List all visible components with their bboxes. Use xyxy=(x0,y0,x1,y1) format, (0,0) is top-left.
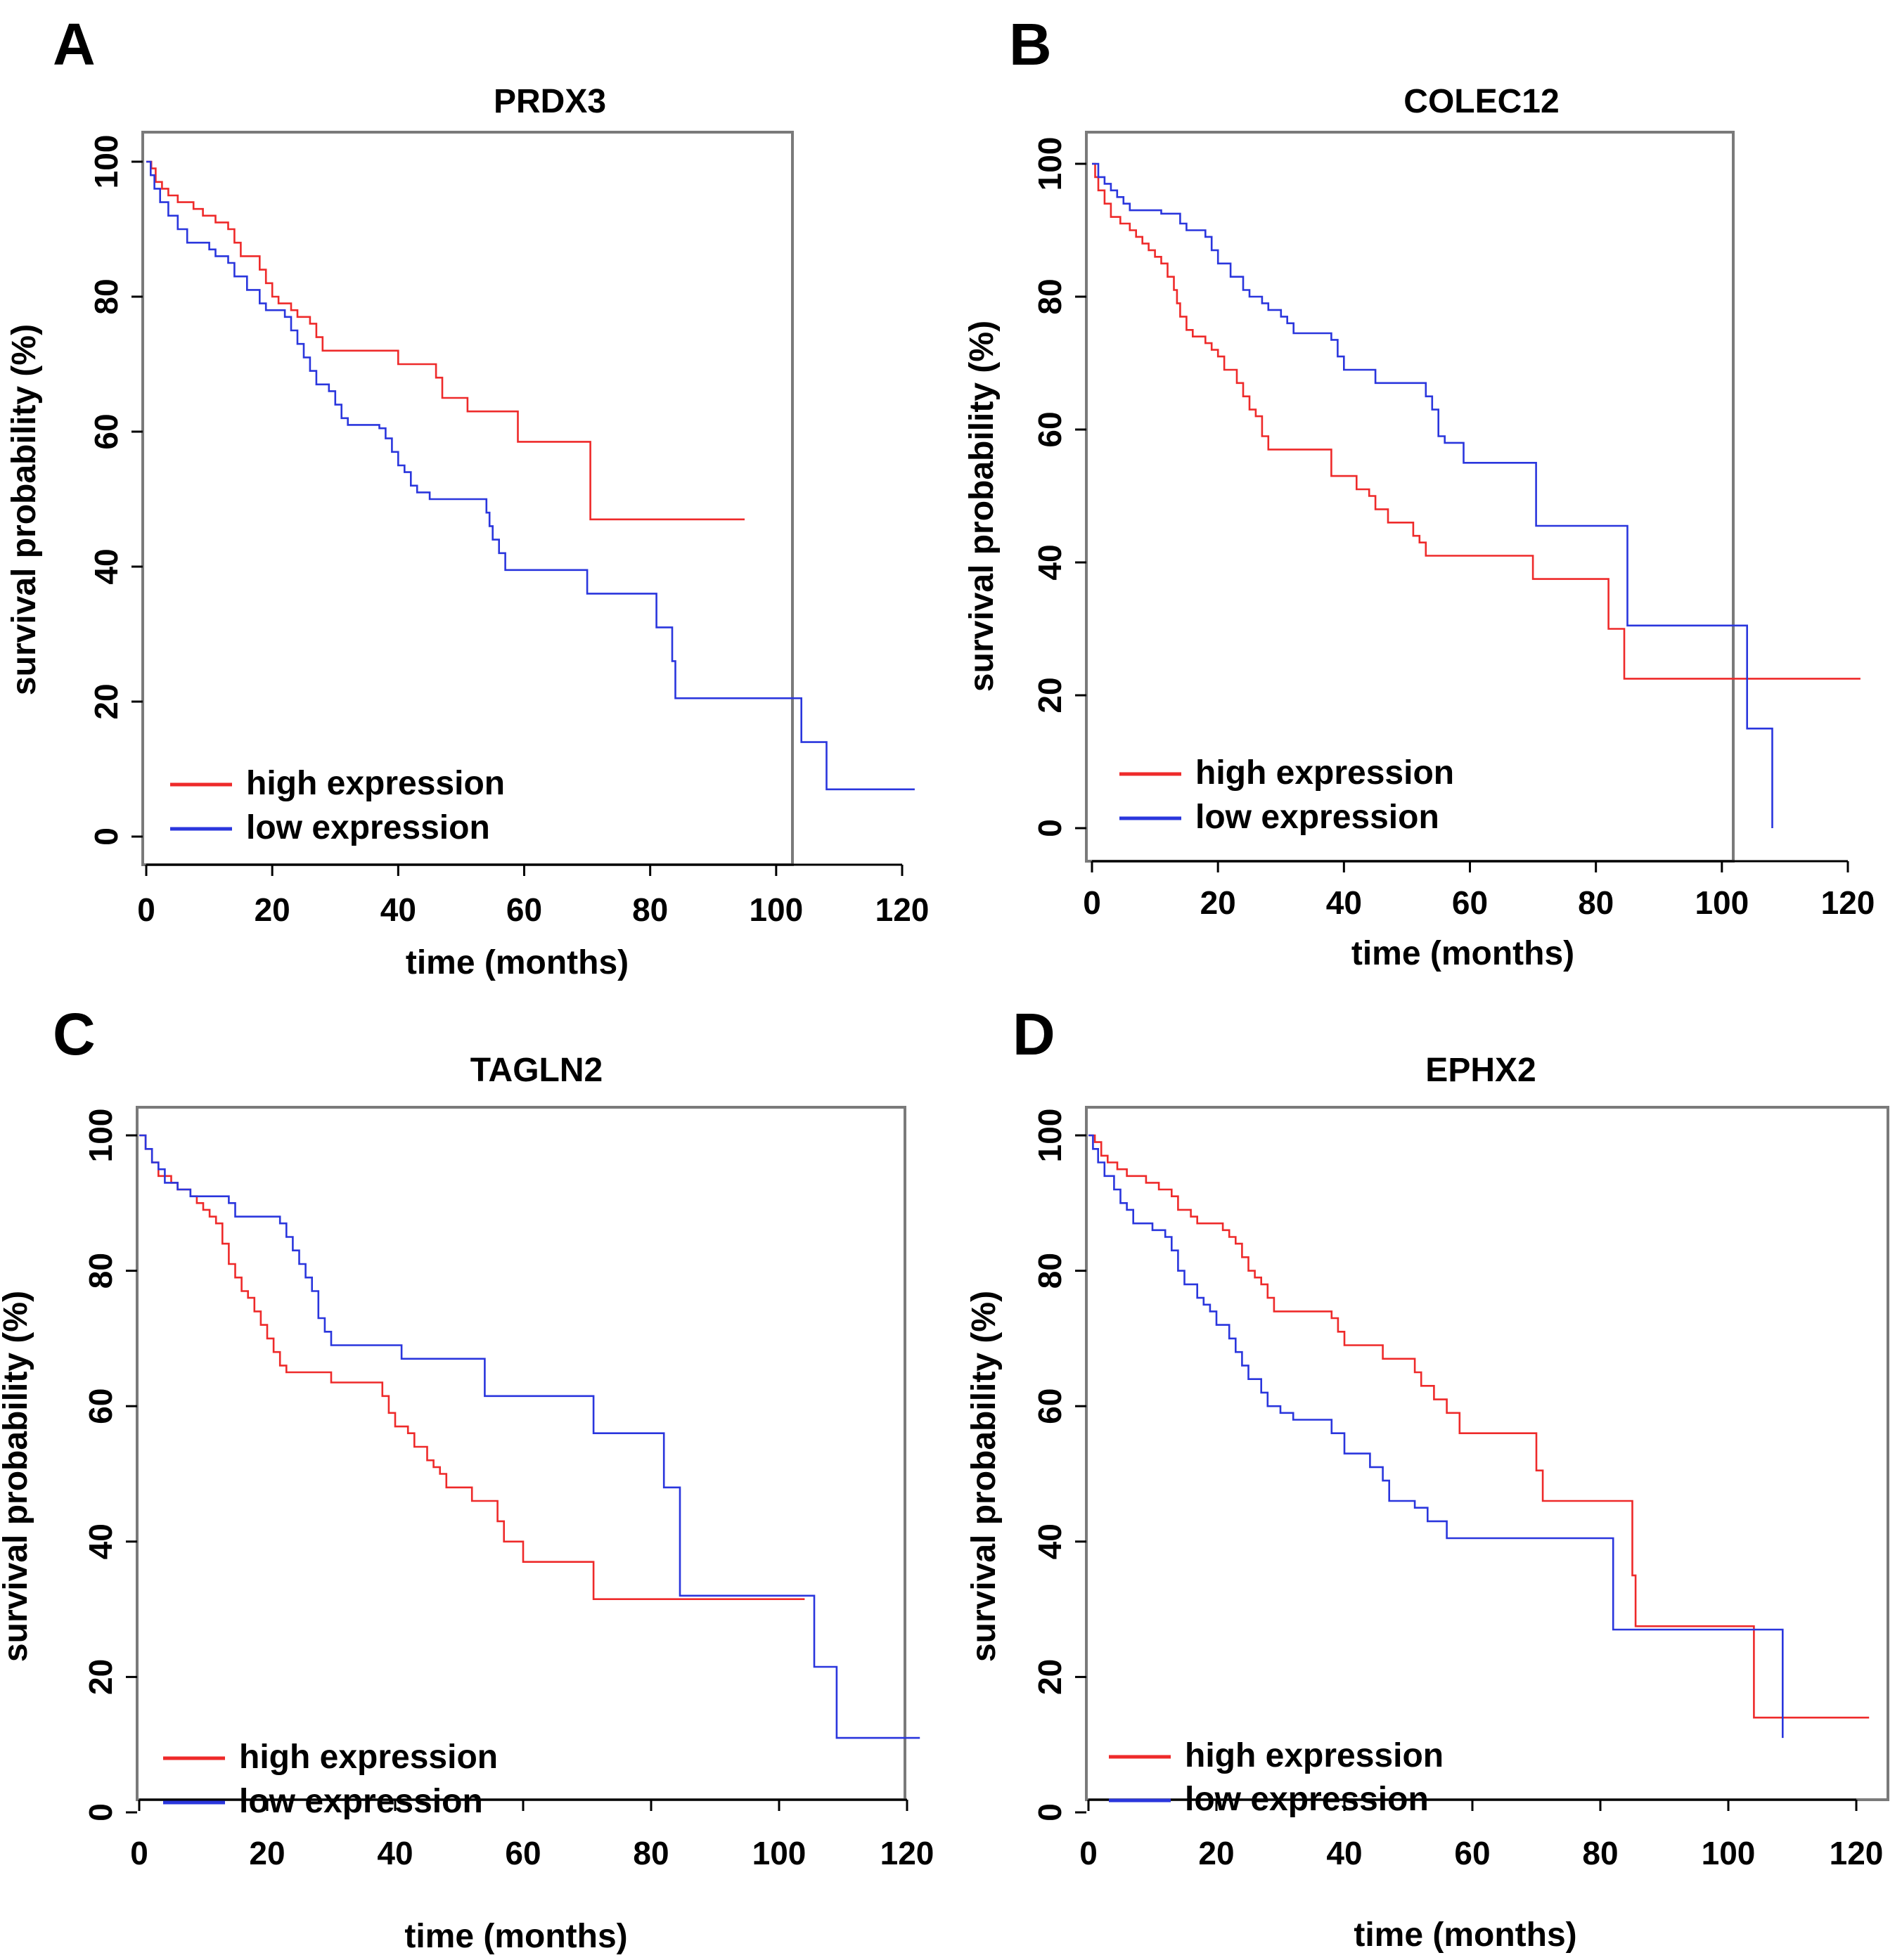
y-tick-label: 0 xyxy=(1032,1803,1068,1822)
x-tick-label: 40 xyxy=(377,1835,413,1871)
x-tick-label: 60 xyxy=(506,891,542,928)
y-axis-label: survival probability (%) xyxy=(0,1291,34,1662)
y-tick-label: 40 xyxy=(1032,544,1068,580)
legend-label-high: high expression xyxy=(246,765,505,802)
legend-label-high: high expression xyxy=(239,1739,498,1776)
plot-frame xyxy=(1085,131,1735,863)
series-line-low xyxy=(1088,1134,1784,1739)
panel-letter: A xyxy=(53,11,96,77)
plot-frame xyxy=(1085,1106,1889,1801)
legend-label-low: low expression xyxy=(239,1783,483,1820)
series-line-high xyxy=(146,160,745,521)
y-tick-label: 80 xyxy=(88,278,124,314)
x-tick-label: 100 xyxy=(749,891,803,928)
x-tick-label: 20 xyxy=(255,891,290,928)
panel-d: D EPHX2 0 20 40 60 80 100 120 0 20 40 60 80 100 time (m… xyxy=(965,1001,1889,1954)
x-tick-label: 120 xyxy=(875,891,930,928)
x-tick-label: 0 xyxy=(130,1835,148,1871)
x-tick-label: 0 xyxy=(1079,1835,1098,1871)
x-axis-label: time (months) xyxy=(1354,1916,1576,1954)
y-tick-label: 100 xyxy=(82,1109,119,1163)
y-tick-label: 20 xyxy=(1032,1659,1068,1695)
plot-frame xyxy=(136,1106,906,1801)
y-tick-label: 80 xyxy=(82,1253,119,1289)
x-tick-label: 100 xyxy=(752,1835,807,1871)
x-tick-label: 80 xyxy=(632,891,668,928)
y-tick-label: 40 xyxy=(82,1523,119,1559)
x-axis-label: time (months) xyxy=(1351,935,1574,972)
x-tick-label: 20 xyxy=(249,1835,285,1871)
x-tick-label: 60 xyxy=(505,1835,541,1871)
x-tick-label: 80 xyxy=(1582,1835,1618,1871)
y-tick-label: 60 xyxy=(1032,1388,1068,1424)
series-line-high xyxy=(1092,162,1861,680)
y-axis-label: survival probability (%) xyxy=(963,321,1001,692)
x-tick-label: 60 xyxy=(1452,884,1488,921)
x-tick-label: 0 xyxy=(1083,884,1101,921)
series-line-high xyxy=(1088,1134,1870,1719)
x-tick-label: 80 xyxy=(633,1835,669,1871)
y-tick-label: 20 xyxy=(1032,677,1068,713)
y-tick-label: 100 xyxy=(88,135,124,189)
x-tick-label: 100 xyxy=(1695,884,1749,921)
chart-title: TAGLN2 xyxy=(470,1052,603,1089)
x-tick-label: 100 xyxy=(1702,1835,1756,1871)
series-line-low xyxy=(139,1134,920,1739)
x-tick-label: 40 xyxy=(380,891,416,928)
legend-label-low: low expression xyxy=(1185,1781,1429,1818)
x-tick-label: 40 xyxy=(1326,1835,1362,1871)
y-tick-label: 0 xyxy=(88,827,124,846)
legend-label-low: low expression xyxy=(246,809,490,846)
panel-letter: B xyxy=(1009,11,1052,77)
x-tick-label: 120 xyxy=(880,1835,934,1871)
series-line-low xyxy=(1092,162,1773,828)
chart-title: COLEC12 xyxy=(1403,83,1559,120)
x-tick-label: 20 xyxy=(1200,884,1236,921)
x-tick-label: 20 xyxy=(1198,1835,1234,1871)
x-axis-label: time (months) xyxy=(406,944,629,981)
x-tick-label: 120 xyxy=(1830,1835,1884,1871)
chart-title: PRDX3 xyxy=(494,83,606,120)
x-tick-label: 80 xyxy=(1578,884,1614,921)
panel-letter: C xyxy=(53,1001,96,1067)
y-tick-label: 40 xyxy=(88,548,124,584)
x-axis-label: time (months) xyxy=(404,1918,627,1955)
chart-title: EPHX2 xyxy=(1425,1052,1536,1089)
y-tick-label: 100 xyxy=(1032,137,1068,191)
panel-letter: D xyxy=(1013,1001,1055,1067)
y-tick-label: 100 xyxy=(1032,1109,1068,1163)
y-tick-label: 80 xyxy=(1032,1253,1068,1289)
legend-label-low: low expression xyxy=(1195,799,1439,836)
series-line-low xyxy=(146,160,915,791)
panel-b: B COLEC12 0 20 40 60 80 100 120 0 20 40 60 80 100 time … xyxy=(963,11,1875,972)
legend-label-high: high expression xyxy=(1185,1737,1444,1774)
x-tick-label: 0 xyxy=(137,891,155,928)
panel-a: A PRDX3 0 20 40 60 80 100 120 0 20 40 60 80 100 time (m… xyxy=(6,11,929,981)
y-tick-label: 60 xyxy=(88,413,124,449)
y-tick-label: 20 xyxy=(82,1659,119,1695)
series-line-high xyxy=(139,1134,805,1600)
y-axis-label: survival probability (%) xyxy=(6,324,43,695)
y-tick-label: 40 xyxy=(1032,1523,1068,1559)
x-tick-label: 120 xyxy=(1821,884,1875,921)
x-tick-label: 60 xyxy=(1454,1835,1490,1871)
legend-label-high: high expression xyxy=(1195,754,1454,792)
panel-c: C TAGLN2 0 20 40 60 80 100 120 0 20 40 60 80 100 time (… xyxy=(0,1001,934,1955)
y-tick-label: 0 xyxy=(82,1803,119,1822)
x-tick-label: 40 xyxy=(1326,884,1362,921)
y-axis-label: survival probability (%) xyxy=(965,1291,1003,1662)
y-tick-label: 60 xyxy=(1032,411,1068,447)
y-tick-label: 0 xyxy=(1032,819,1068,837)
y-tick-label: 80 xyxy=(1032,278,1068,314)
y-tick-label: 60 xyxy=(82,1388,119,1424)
y-tick-label: 20 xyxy=(88,683,124,719)
